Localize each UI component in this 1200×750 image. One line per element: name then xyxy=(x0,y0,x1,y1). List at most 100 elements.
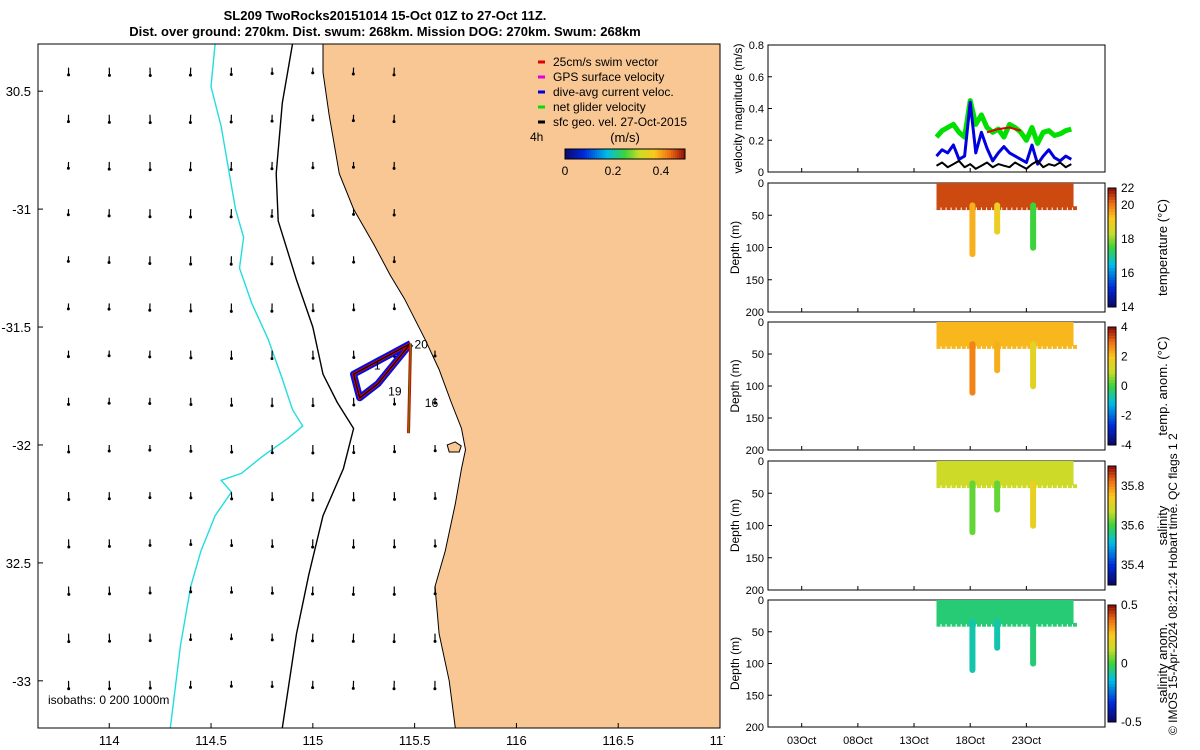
velocity-arrow-head xyxy=(311,404,315,408)
section-colorbar-cell xyxy=(1108,648,1116,653)
section-dive-profile xyxy=(1072,484,1077,489)
section-dive-profile xyxy=(987,622,992,627)
section-dive-profile xyxy=(1017,206,1022,211)
isobath-200m xyxy=(275,43,355,729)
section-colorbar-cell xyxy=(1108,573,1116,577)
section-colorbar-tick-label: -0.5 xyxy=(1121,715,1142,729)
section-colorbar-cell xyxy=(1108,418,1116,422)
section-colorbar-cell xyxy=(1108,436,1116,440)
velocity-arrow-head xyxy=(148,168,152,172)
section-colorbar-cell xyxy=(1108,205,1116,210)
section-dive-profile xyxy=(976,484,981,489)
section-dive-profile xyxy=(1022,484,1027,489)
colorbar-cell xyxy=(629,149,632,159)
section-colorbar-tick-label: 18 xyxy=(1121,232,1135,246)
velocity-arrow-head xyxy=(107,73,111,77)
section-colorbar-cell xyxy=(1108,409,1116,414)
section-dive-profile xyxy=(1047,206,1052,211)
section-colorbar-cell xyxy=(1108,525,1116,529)
velocity-arrow-head xyxy=(189,590,193,594)
section-dive-profile xyxy=(1002,345,1007,349)
section-dive-profile xyxy=(992,206,997,211)
velocity-arrow-head xyxy=(392,307,396,311)
section-colorbar-cell xyxy=(1108,400,1116,405)
colorbar-label: (m/s) xyxy=(610,130,640,145)
section-colorbar-cell xyxy=(1108,374,1116,378)
section-colorbar-tick-label: 16 xyxy=(1121,266,1135,280)
section-deep-dive xyxy=(1030,341,1037,390)
x-tick-label: 114.5 xyxy=(195,733,227,748)
velocity-arrow-head xyxy=(148,686,152,690)
section-colorbar-cell xyxy=(1108,391,1116,396)
section-y-tick-label: 100 xyxy=(746,659,764,671)
section-deep-dive xyxy=(1030,202,1037,251)
velocity-arrow-head xyxy=(189,638,193,642)
section-colorbar-tick-label: 2 xyxy=(1121,350,1128,364)
colorbar-cell xyxy=(565,149,568,159)
section-y-tick-label: 150 xyxy=(746,413,764,425)
section-colorbar-cell xyxy=(1108,238,1116,243)
velocity-arrow-head xyxy=(392,687,396,691)
section-colorbar-cell xyxy=(1108,480,1116,485)
colorbar-cell xyxy=(663,149,666,159)
velocity-arrow-head xyxy=(148,448,152,452)
section-deep-dive xyxy=(1030,619,1037,667)
section-colorbar-cell xyxy=(1108,710,1116,714)
section-deep-dive xyxy=(969,202,976,258)
section-colorbar-tick-label: 22 xyxy=(1121,181,1135,195)
colorbar-tick-label: 0.4 xyxy=(653,164,670,178)
colorbar-cell xyxy=(649,149,652,159)
section-colorbar-cell xyxy=(1108,223,1116,228)
section-colorbar-cell xyxy=(1108,489,1116,494)
section-dive-profile xyxy=(987,345,992,349)
track-south-leg-net xyxy=(408,343,412,434)
section-colorbar-cell xyxy=(1108,522,1116,526)
section-colorbar-cell xyxy=(1108,424,1116,428)
section-dive-profile xyxy=(1007,484,1012,489)
section-dive-profile xyxy=(951,622,956,627)
section-colorbar-cell xyxy=(1108,672,1116,676)
colorbar-cell xyxy=(593,149,596,159)
velocity-arrow-head xyxy=(311,118,315,122)
section-colorbar-cell xyxy=(1108,329,1116,334)
section-colorbar-cell xyxy=(1108,327,1116,331)
section-deep-dive xyxy=(969,480,976,536)
colorbar-cell xyxy=(569,149,572,159)
section-colorbar-cell xyxy=(1108,362,1116,366)
colorbar-cell xyxy=(577,149,580,159)
velocity-arrow-head xyxy=(392,260,396,264)
section-colorbar-cell xyxy=(1108,214,1116,219)
section-dive-profile xyxy=(966,622,971,627)
section-colorbar-cell xyxy=(1108,622,1116,626)
section-colorbar-cell xyxy=(1108,347,1116,352)
section-dive-profile xyxy=(1037,622,1042,627)
section-y-tick-label: 50 xyxy=(752,627,764,639)
velocity-arrow-head xyxy=(66,307,70,311)
section-colorbar-cell xyxy=(1108,549,1116,553)
section-y-tick-label: 150 xyxy=(746,553,764,565)
section-colorbar-cell xyxy=(1108,625,1116,629)
legend-label: GPS surface velocity xyxy=(553,70,664,84)
velocity-arrow-head xyxy=(352,403,356,407)
velocity-arrow-head xyxy=(433,544,437,548)
colorbar-cell xyxy=(655,149,658,159)
section-colorbar-tick-label: 0 xyxy=(1121,657,1128,671)
section-colorbar-cell xyxy=(1108,217,1116,222)
velocity-y-tick-label: 0.8 xyxy=(749,40,764,52)
isobaths-label: isobaths: 0 200 1000m xyxy=(48,693,169,707)
legend-label: net glider velocity xyxy=(553,100,646,114)
velocity-arrow-head xyxy=(188,121,192,125)
section-colorbar-cell xyxy=(1108,640,1116,644)
velocity-arrow-head xyxy=(270,638,274,642)
velocity-arrow-head xyxy=(351,72,355,76)
section-colorbar-cell xyxy=(1108,663,1116,667)
colorbar-cell xyxy=(671,149,674,159)
section-colorbar-cell xyxy=(1108,277,1116,281)
section-colorbar-cell xyxy=(1108,439,1116,443)
land-mass xyxy=(322,43,721,729)
section-colorbar-cell xyxy=(1108,229,1116,234)
section-dive-profile xyxy=(1042,622,1047,627)
section-colorbar-cell xyxy=(1108,701,1116,705)
section-colorbar-cell xyxy=(1108,695,1116,700)
